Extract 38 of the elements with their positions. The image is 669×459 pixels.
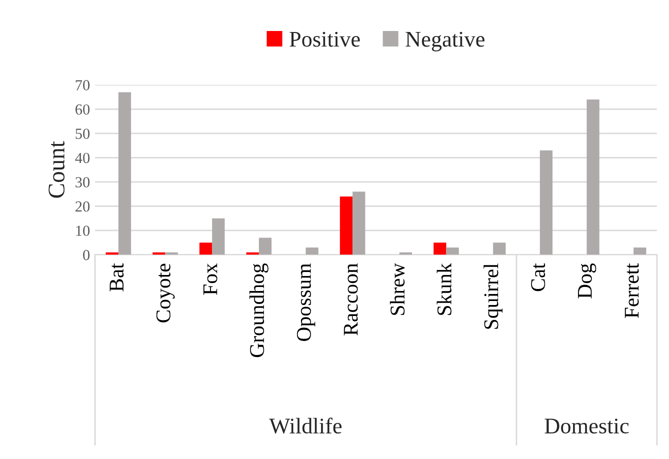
x-tick-label: Ferrett — [624, 263, 639, 318]
bar — [446, 247, 459, 255]
y-axis-title: Count — [48, 141, 65, 198]
bar — [352, 192, 366, 255]
x-tick-label: Squirrel — [484, 263, 502, 329]
bar — [540, 150, 553, 255]
y-tick-label: 20 — [76, 201, 90, 212]
bar — [340, 196, 353, 255]
y-tick-label: 50 — [76, 128, 90, 139]
bar — [434, 242, 446, 255]
y-tick-label: 60 — [76, 104, 90, 115]
bar — [118, 92, 132, 255]
y-tick-label: 40 — [75, 152, 90, 164]
bar — [493, 242, 506, 255]
bar — [212, 218, 225, 255]
x-tick-label: Bat — [110, 263, 124, 292]
legend-label: Negative — [406, 32, 484, 52]
x-tick-label: Cat — [531, 263, 546, 292]
bar — [258, 238, 272, 255]
legend-label: Positive — [290, 32, 360, 47]
x-tick-label: Raccoon — [344, 263, 358, 336]
bar — [586, 99, 600, 255]
x-tick-label: Groundhog — [249, 263, 268, 358]
x-tick-label: Coyote — [156, 264, 175, 322]
bar — [306, 247, 318, 255]
bar — [199, 242, 212, 255]
bar — [634, 247, 646, 255]
y-tick-label: 0 — [83, 250, 90, 260]
y-tick-label: 70 — [76, 80, 90, 90]
x-tick-label: Opossum — [296, 263, 316, 341]
x-tick-label: Dog — [578, 263, 596, 298]
x-tick-label: Shrew — [390, 263, 405, 315]
x-tick-label: Skunk — [436, 263, 452, 315]
x-tick-label: Fox — [203, 263, 218, 295]
text: Wildlife — [269, 418, 342, 434]
y-tick-label: 10 — [76, 226, 90, 236]
y-tick-label: 30 — [76, 177, 90, 188]
text: Domestic — [544, 418, 629, 434]
